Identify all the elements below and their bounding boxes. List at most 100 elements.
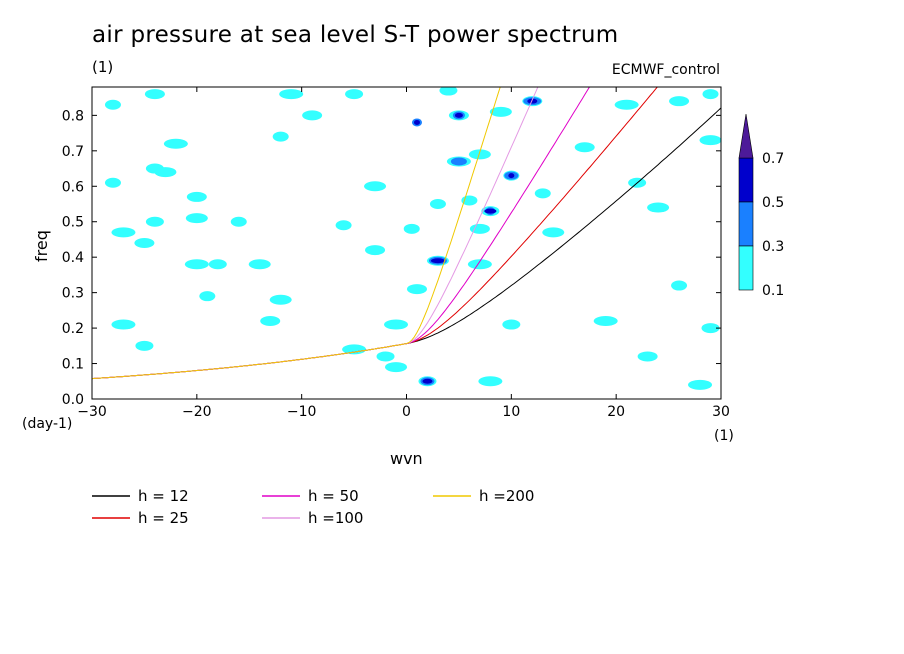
contour-blob — [208, 259, 227, 270]
contour-blob — [542, 227, 565, 238]
y-tick-label: 0.5 — [62, 215, 84, 231]
contour-blob — [104, 177, 121, 188]
contour-blob — [111, 319, 136, 330]
legend-label: h = 50 — [308, 487, 359, 505]
contour-blob — [429, 199, 446, 209]
contour-blob — [269, 294, 292, 305]
contour-blob — [669, 96, 690, 107]
plot-frame — [91, 86, 722, 400]
contour-blob — [335, 220, 352, 231]
x-tick-label: 30 — [712, 404, 730, 420]
y-tick-label: 0.1 — [62, 357, 84, 373]
contour-blob — [468, 149, 491, 160]
contour-blob — [489, 106, 512, 117]
contour-blob — [467, 259, 492, 270]
contour-blob — [403, 223, 420, 234]
contour-blob — [454, 112, 463, 118]
x-tick-label: −20 — [182, 404, 212, 420]
legend: h = 12 h = 25 h = 50 h =100 h =200 — [92, 487, 534, 527]
colorbar: 0.1 0.3 0.5 0.7 — [738, 113, 784, 299]
x-tick-label: −30 — [77, 404, 107, 420]
run-label: ECMWF_control — [611, 62, 720, 78]
contour-blob — [699, 135, 721, 146]
dispersion-curve-h200 — [92, 87, 501, 380]
dispersion-curve-h50 — [92, 87, 591, 380]
y-tick-label: 0.0 — [62, 392, 84, 408]
contour-blob — [134, 238, 155, 248]
contour-blob — [186, 191, 207, 202]
x-tick-label: 10 — [502, 404, 520, 420]
contour-blob — [163, 138, 188, 149]
x-axis-title: wvn — [390, 449, 423, 468]
contour-blob — [508, 173, 515, 179]
contour-blob — [145, 216, 164, 227]
contour-blob — [272, 131, 289, 142]
legend-label: h = 25 — [138, 509, 189, 527]
y-axis-title: freq — [32, 230, 51, 262]
y-tick-label: 0.8 — [62, 108, 84, 124]
contour-blob — [248, 259, 271, 270]
contour-blob — [450, 157, 467, 166]
contour-blob — [647, 202, 670, 213]
contour-blob — [702, 89, 719, 100]
contour-blob — [593, 316, 618, 326]
contour-blob — [376, 351, 395, 362]
legend-label: h =100 — [308, 509, 363, 527]
contour-blob — [502, 319, 521, 330]
contour-blob — [439, 87, 458, 96]
contour-blob — [478, 376, 503, 387]
y-tick-label: 0.2 — [62, 321, 84, 337]
contour-blob — [614, 99, 639, 110]
contour-blob — [104, 99, 121, 110]
y-tick-label: 0.7 — [62, 144, 84, 160]
colorbar-segment — [738, 201, 754, 247]
y-tick-label: 0.4 — [62, 250, 84, 266]
y-unit-label: (day-1) — [22, 416, 72, 432]
colorbar-label: 0.3 — [762, 239, 784, 255]
contour-blob — [701, 323, 720, 334]
legend-label: h =200 — [479, 487, 534, 505]
contour-blob — [534, 188, 551, 199]
contour-blob — [430, 258, 445, 264]
axis-ticks: −30 −20 −10 0 10 20 30 0.0 0.1 0.2 0.3 0.4 0.5 0.6 0.7… — [62, 87, 730, 420]
contour-blob — [260, 316, 281, 326]
contour-blob — [342, 344, 367, 355]
contour-blob — [461, 195, 478, 206]
contour-blob — [422, 378, 433, 384]
contour-blob — [406, 284, 427, 295]
contour-blob — [302, 110, 323, 121]
x-tick-label: −10 — [287, 404, 317, 420]
colorbar-extension — [738, 113, 754, 159]
contour-blob — [365, 245, 386, 256]
contour-blob — [574, 142, 595, 153]
contour-blob — [184, 259, 209, 270]
chart-subtitle: (1) — [92, 58, 114, 76]
contour-blob — [688, 379, 713, 390]
x-unit-label: (1) — [714, 428, 734, 444]
colorbar-segment — [738, 245, 754, 291]
contour-blob — [230, 216, 247, 227]
dispersion-curve-h100 — [92, 87, 539, 380]
contour-layer — [104, 87, 721, 390]
dispersion-curve-h12 — [92, 107, 721, 380]
contour-blob — [484, 208, 497, 214]
contour-blob — [154, 167, 177, 178]
legend-label: h = 12 — [138, 487, 189, 505]
contour-blob — [671, 280, 688, 291]
y-tick-label: 0.6 — [62, 179, 84, 195]
contour-blob — [364, 181, 387, 192]
contour-blob — [111, 227, 136, 238]
contour-blob — [384, 319, 409, 330]
contour-blob — [185, 213, 208, 224]
contour-blob — [469, 223, 490, 234]
contour-blob — [144, 89, 165, 100]
contour-blob — [135, 340, 154, 351]
y-tick-label: 0.3 — [62, 286, 84, 302]
colorbar-label: 0.7 — [762, 151, 784, 167]
contour-blob — [637, 351, 658, 362]
x-tick-label: 20 — [607, 404, 625, 420]
contour-blob — [527, 98, 538, 104]
dispersion-curves — [92, 87, 721, 380]
contour-blob — [345, 89, 364, 100]
